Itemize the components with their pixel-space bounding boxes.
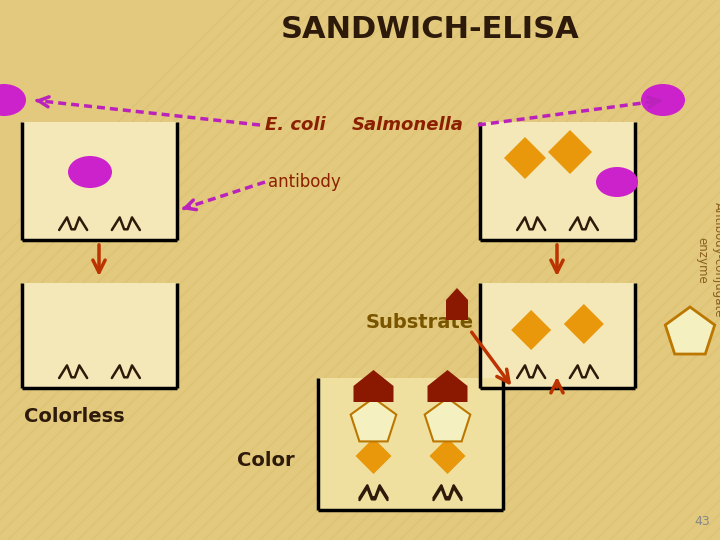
Polygon shape xyxy=(480,122,635,240)
Polygon shape xyxy=(504,137,546,179)
Polygon shape xyxy=(354,370,394,402)
Polygon shape xyxy=(425,398,470,441)
Polygon shape xyxy=(480,283,635,388)
Ellipse shape xyxy=(596,167,638,197)
Polygon shape xyxy=(665,307,715,354)
Ellipse shape xyxy=(0,84,26,116)
Polygon shape xyxy=(428,370,467,402)
Text: Colorless: Colorless xyxy=(24,407,125,426)
Polygon shape xyxy=(351,398,396,441)
Text: antibody: antibody xyxy=(268,173,341,191)
Polygon shape xyxy=(548,130,592,174)
Text: Substrate: Substrate xyxy=(366,313,474,332)
Polygon shape xyxy=(446,288,468,320)
Polygon shape xyxy=(22,283,177,388)
Ellipse shape xyxy=(641,84,685,116)
Ellipse shape xyxy=(68,156,112,188)
Text: 43: 43 xyxy=(694,515,710,528)
Polygon shape xyxy=(564,304,604,344)
Text: SANDWICH-ELISA: SANDWICH-ELISA xyxy=(281,16,580,44)
Polygon shape xyxy=(22,122,177,240)
Polygon shape xyxy=(430,438,466,474)
Text: Color: Color xyxy=(237,450,294,469)
Polygon shape xyxy=(318,378,503,510)
Text: Antibody-conjugate
enzyme: Antibody-conjugate enzyme xyxy=(696,202,720,318)
Text: E. coli: E. coli xyxy=(265,116,325,134)
Polygon shape xyxy=(511,310,551,350)
Polygon shape xyxy=(356,438,392,474)
Text: Salmonella: Salmonella xyxy=(352,116,464,134)
